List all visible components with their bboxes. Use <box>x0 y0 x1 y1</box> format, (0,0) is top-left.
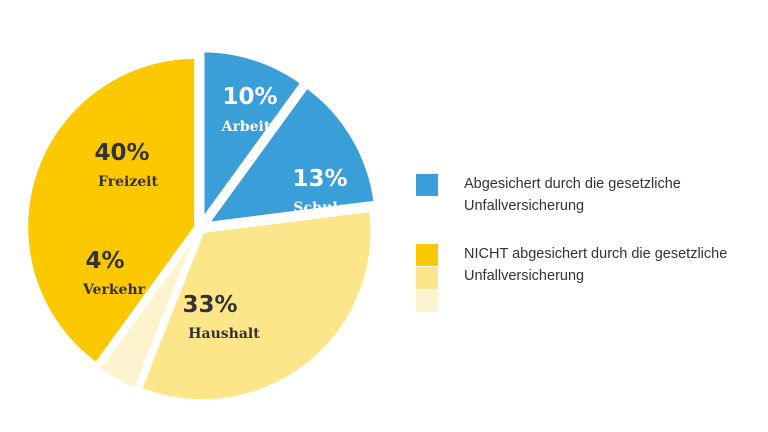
pie-slice-haushalt <box>137 207 375 404</box>
pie-slice-freizeit <box>24 54 199 367</box>
slice-value-label-freizeit: 40% <box>94 140 149 166</box>
legend-swatch-light-yellow <box>416 267 438 289</box>
slice-category-label-arbeit: Arbeit <box>221 119 271 135</box>
legend-swatch-blue <box>416 174 438 196</box>
slice-value-label-arbeit: 10% <box>222 84 277 110</box>
legend-entry-not-covered: NICHT abgesichert durch die gesetzliche … <box>416 240 756 312</box>
pie-slice-verkehr <box>96 229 201 392</box>
pie-slice-arbeit <box>200 48 305 223</box>
slice-value-label-schule: 13% <box>292 166 347 192</box>
legend-entry-covered: Abgesichert durch die gesetzliche Unfall… <box>416 170 756 240</box>
slice-category-label-verkehr: Verkehr <box>82 282 146 298</box>
legend-text-covered: Abgesichert durch die gesetzliche Unfall… <box>464 176 681 214</box>
slice-value-label-haushalt: 33% <box>182 292 237 318</box>
slice-category-label-haushalt: Haushalt <box>188 326 260 342</box>
legend-text-not-covered: NICHT abgesichert durch die gesetzliche … <box>464 246 728 284</box>
pie-slice-schule <box>204 84 378 226</box>
slice-value-label-verkehr: 4% <box>85 248 124 274</box>
slice-category-label-schule: Schule <box>293 200 346 216</box>
legend: Abgesichert durch die gesetzliche Unfall… <box>416 170 756 312</box>
slice-category-label-freizeit: Freizeit <box>98 174 158 190</box>
legend-swatch-yellow <box>416 244 438 266</box>
legend-swatch-pale-yellow <box>416 290 438 312</box>
